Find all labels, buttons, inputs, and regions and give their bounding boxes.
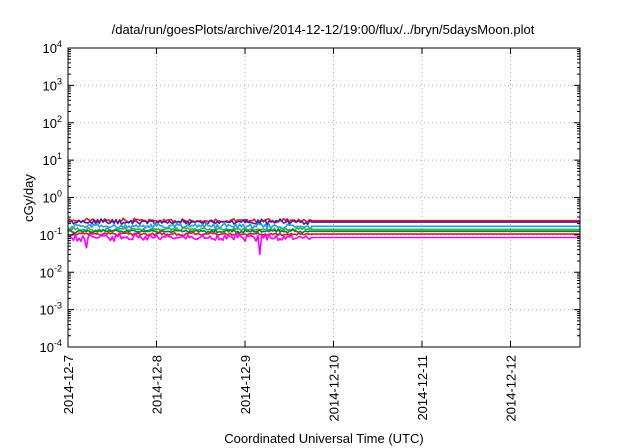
y-tick-base: 10 [43,191,57,206]
y-tick-exponent: -1 [54,226,62,236]
series-line [67,222,580,230]
series-group [67,217,580,256]
series-line [67,226,580,233]
y-tick-exponent: -2 [54,263,62,273]
series-line [67,228,580,234]
y-tick-base: 10 [43,41,57,56]
y-tick-label: 101 [43,151,62,168]
y-tick-exponent: 3 [57,76,62,86]
series-line [67,231,580,237]
y-tick-base: 10 [40,228,54,243]
x-axis-label: Coordinated Universal Time (UTC) [224,431,423,446]
y-tick-label: 104 [43,39,62,56]
y-tick-label: 10-4 [40,338,62,355]
chart-title: /data/run/goesPlots/archive/2014-12-12/1… [112,22,535,37]
y-tick-label: 102 [43,114,62,131]
x-tick-label: 2014-12-9 [238,355,253,414]
y-tick-base: 10 [40,265,54,280]
x-tick-label: 2014-12-8 [150,355,165,414]
y-tick-exponent: 4 [57,39,62,49]
y-tick-label: 10-1 [40,226,62,243]
y-tick-base: 10 [40,340,54,355]
y-tick-base: 10 [43,116,57,131]
y-tick-base: 10 [40,303,54,318]
x-tick-label: 2014-12-11 [415,355,430,421]
x-tick-label: 2014-12-12 [504,355,519,422]
grid [68,48,580,347]
series-line [67,232,580,256]
y-tick-base: 10 [43,153,57,168]
y-tick-exponent: 1 [57,151,62,161]
x-tick-label: 2014-12-10 [327,355,342,422]
x-tick-labels: 2014-12-7 2014-12-8 2014-12-9 2014-12-10 201… [61,355,519,422]
y-tick-label: 10-3 [40,301,62,318]
y-tick-label: 10-2 [40,263,62,280]
y-tick-label: 103 [43,76,62,93]
y-tick-exponent: 0 [57,189,62,199]
y-axis-label: cGy/day [21,174,36,222]
series-line [67,218,580,226]
y-tick-base: 10 [43,78,57,93]
y-tick-exponent: 2 [57,114,62,124]
y-tick-exponent: -4 [54,338,62,348]
x-tick-label: 2014-12-7 [61,355,76,414]
ticks [67,47,580,348]
y-tick-label: 100 [43,189,62,206]
y-tick-exponent: -3 [54,301,62,311]
